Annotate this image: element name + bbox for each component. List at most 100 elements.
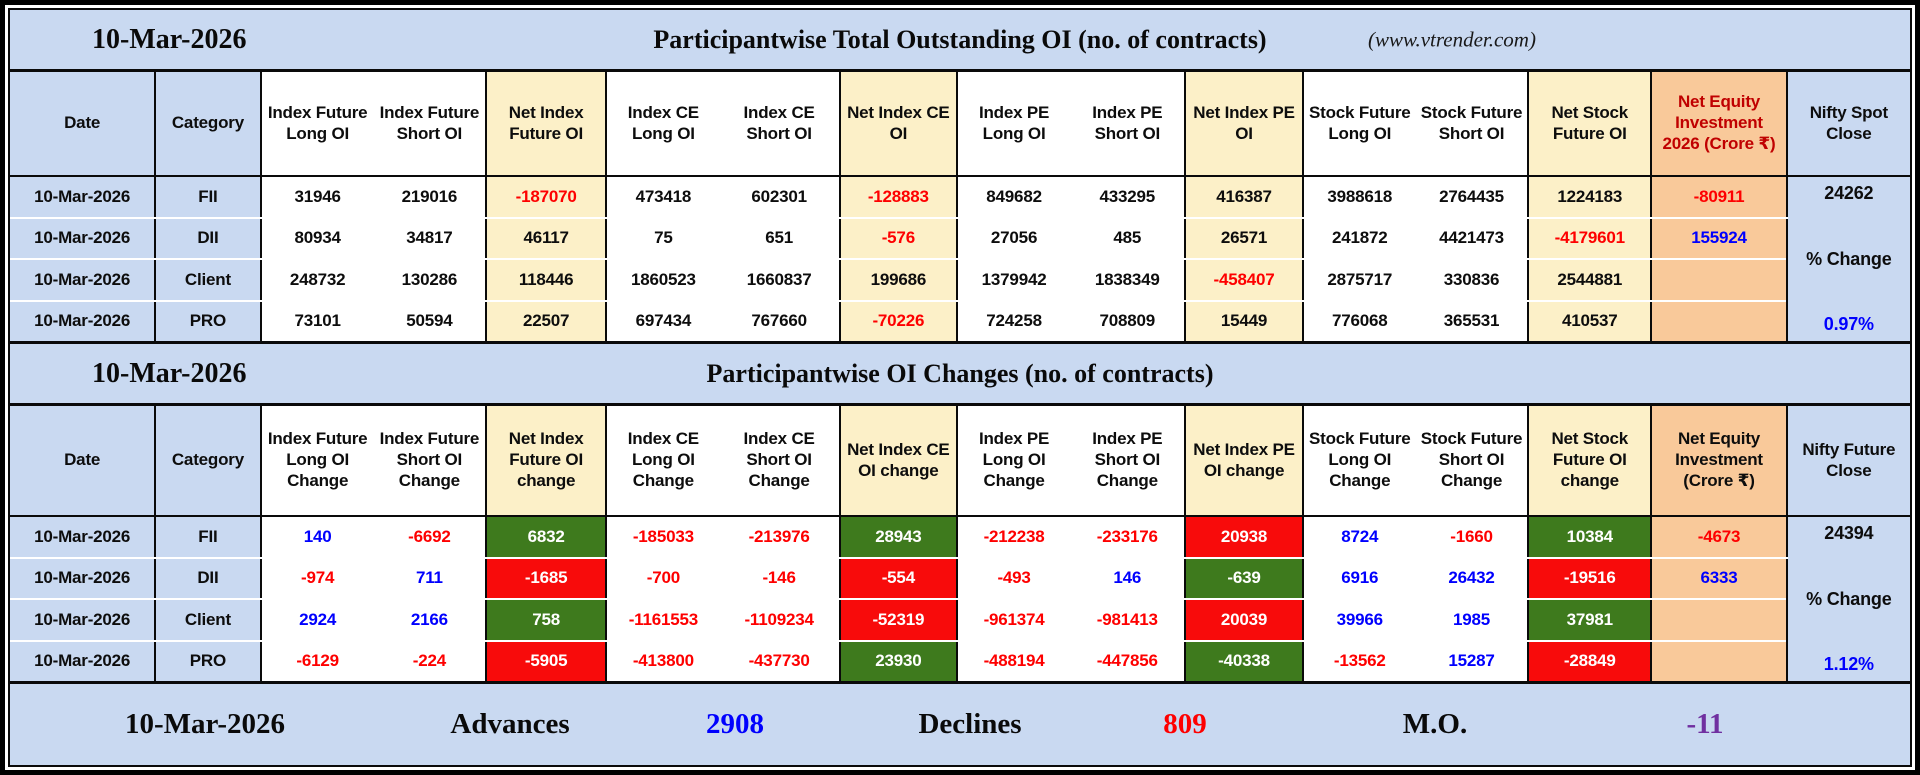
table-row: 10-Mar-2026 Client 248732 130286 118446 … xyxy=(10,259,1910,302)
value-cell: 3988618 xyxy=(1301,176,1416,219)
mo-label: M.O. xyxy=(1402,708,1468,740)
market-breadth-footer: 10-Mar-2026 Advances 2908 Declines 809 M… xyxy=(10,684,1910,765)
value-cell: -961374 xyxy=(955,599,1071,642)
column-header: Stock Future Long OI xyxy=(1301,72,1416,177)
column-header: Nifty Spot Close xyxy=(1785,72,1910,177)
net-value-cell: 416387 xyxy=(1184,176,1303,219)
column-header: Index PE Long OI Change xyxy=(955,406,1071,517)
net-value-cell: 28943 xyxy=(838,516,957,559)
value-cell: -437730 xyxy=(719,640,840,683)
column-header: Net Index PE OI change xyxy=(1184,406,1303,517)
frame-white-line: 10-Mar-2026 Participantwise Total Outsta… xyxy=(5,5,1915,770)
pct-change-label: % Change xyxy=(1806,248,1892,269)
column-header: Nifty Future Close xyxy=(1785,406,1910,517)
advances-label: Advances xyxy=(450,708,570,740)
net-value-cell: -5905 xyxy=(484,640,607,683)
net-value-cell: 20938 xyxy=(1184,516,1303,559)
column-header: Index Future Long OI Change xyxy=(259,406,374,517)
value-cell: 651 xyxy=(719,217,840,261)
category-cell: FII xyxy=(154,176,261,219)
value-cell: 711 xyxy=(373,557,486,601)
value-cell: 140 xyxy=(259,516,374,559)
header-row: Date Category Index Future Long OI Index… xyxy=(10,72,1910,177)
value-cell: 767660 xyxy=(719,300,840,343)
net-value-cell: 2544881 xyxy=(1527,259,1652,302)
column-header: Net Stock Future OI change xyxy=(1527,406,1652,517)
value-cell: 130286 xyxy=(373,259,486,302)
category-cell: PRO xyxy=(154,640,261,683)
oi-changes-table: Date Category Index Future Long OI Chang… xyxy=(10,406,1910,684)
value-cell: 849682 xyxy=(955,176,1071,219)
table-row: 10-Mar-2026 DII 80934 34817 46117 75 651… xyxy=(10,217,1910,261)
net-value-cell: -28849 xyxy=(1527,640,1652,683)
net-value-cell: 37981 xyxy=(1527,599,1652,642)
value-cell: -185033 xyxy=(605,516,720,559)
net-value-cell: -70226 xyxy=(838,300,957,343)
net-value-cell: 1224183 xyxy=(1527,176,1652,219)
header-row: Date Category Index Future Long OI Chang… xyxy=(10,406,1910,517)
category-cell: DII xyxy=(154,217,261,261)
value-cell: 433295 xyxy=(1070,176,1186,219)
close-summary: 24394 % Change 1.12% xyxy=(1790,523,1908,675)
footer-date: 10-Mar-2026 xyxy=(125,708,285,740)
equity-value-cell xyxy=(1650,640,1787,683)
value-cell: -981413 xyxy=(1070,599,1186,642)
column-header: Category xyxy=(154,406,261,517)
nifty-spot-close-cell: 24262 % Change 0.97% xyxy=(1785,176,1910,343)
column-header: Stock Future Short OI xyxy=(1415,72,1529,177)
column-header: Net Equity Investment 2026 (Crore ₹) xyxy=(1650,72,1787,177)
mo-value: -11 xyxy=(1686,708,1724,740)
value-cell: 6916 xyxy=(1301,557,1416,601)
table-row: 10-Mar-2026 PRO 73101 50594 22507 697434… xyxy=(10,300,1910,343)
value-cell: 219016 xyxy=(373,176,486,219)
value-cell: -447856 xyxy=(1070,640,1186,683)
value-cell: 1838349 xyxy=(1070,259,1186,302)
column-header: Index PE Short OI xyxy=(1070,72,1186,177)
declines-value: 809 xyxy=(1163,708,1207,740)
value-cell: -493 xyxy=(955,557,1071,601)
table-title: Participantwise OI Changes (no. of contr… xyxy=(706,358,1214,388)
net-value-cell: -639 xyxy=(1184,557,1303,601)
date-cell: 10-Mar-2026 xyxy=(10,217,156,261)
date-cell: 10-Mar-2026 xyxy=(10,516,156,559)
value-cell: -13562 xyxy=(1301,640,1416,683)
date-cell: 10-Mar-2026 xyxy=(10,640,156,683)
equity-value-cell: -80911 xyxy=(1650,176,1787,219)
value-cell: 26432 xyxy=(1415,557,1529,601)
net-value-cell: 410537 xyxy=(1527,300,1652,343)
value-cell: 27056 xyxy=(955,217,1071,261)
value-cell: 724258 xyxy=(955,300,1071,343)
column-header: Net Index Future OI change xyxy=(484,406,607,517)
value-cell: -974 xyxy=(259,557,374,601)
net-value-cell: -128883 xyxy=(838,176,957,219)
value-cell: 2764435 xyxy=(1415,176,1529,219)
category-cell: PRO xyxy=(154,300,261,343)
column-header: Index Future Long OI xyxy=(259,72,374,177)
value-cell: 697434 xyxy=(605,300,720,343)
value-cell: 330836 xyxy=(1415,259,1529,302)
close-value: 24394 xyxy=(1824,523,1874,543)
value-cell: 1985 xyxy=(1415,599,1529,642)
column-header: Index CE Short OI xyxy=(719,72,840,177)
net-value-cell: -4179601 xyxy=(1527,217,1652,261)
close-summary: 24262 % Change 0.97% xyxy=(1790,183,1908,335)
column-header: Date xyxy=(10,72,156,177)
value-cell: 2924 xyxy=(259,599,374,642)
value-cell: 2875717 xyxy=(1301,259,1416,302)
value-cell: 15287 xyxy=(1415,640,1529,683)
column-header: Index Future Short OI Change xyxy=(373,406,486,517)
date-cell: 10-Mar-2026 xyxy=(10,557,156,601)
report-panel: 10-Mar-2026 Participantwise Total Outsta… xyxy=(8,8,1912,767)
net-value-cell: 6832 xyxy=(484,516,607,559)
value-cell: -233176 xyxy=(1070,516,1186,559)
net-value-cell: 23930 xyxy=(838,640,957,683)
equity-value-cell: 6333 xyxy=(1650,557,1787,601)
net-value-cell: 15449 xyxy=(1184,300,1303,343)
column-header: Index CE Short OI Change xyxy=(719,406,840,517)
value-cell: 8724 xyxy=(1301,516,1416,559)
value-cell: -6692 xyxy=(373,516,486,559)
value-cell: 146 xyxy=(1070,557,1186,601)
value-cell: 241872 xyxy=(1301,217,1416,261)
net-value-cell: -576 xyxy=(838,217,957,261)
